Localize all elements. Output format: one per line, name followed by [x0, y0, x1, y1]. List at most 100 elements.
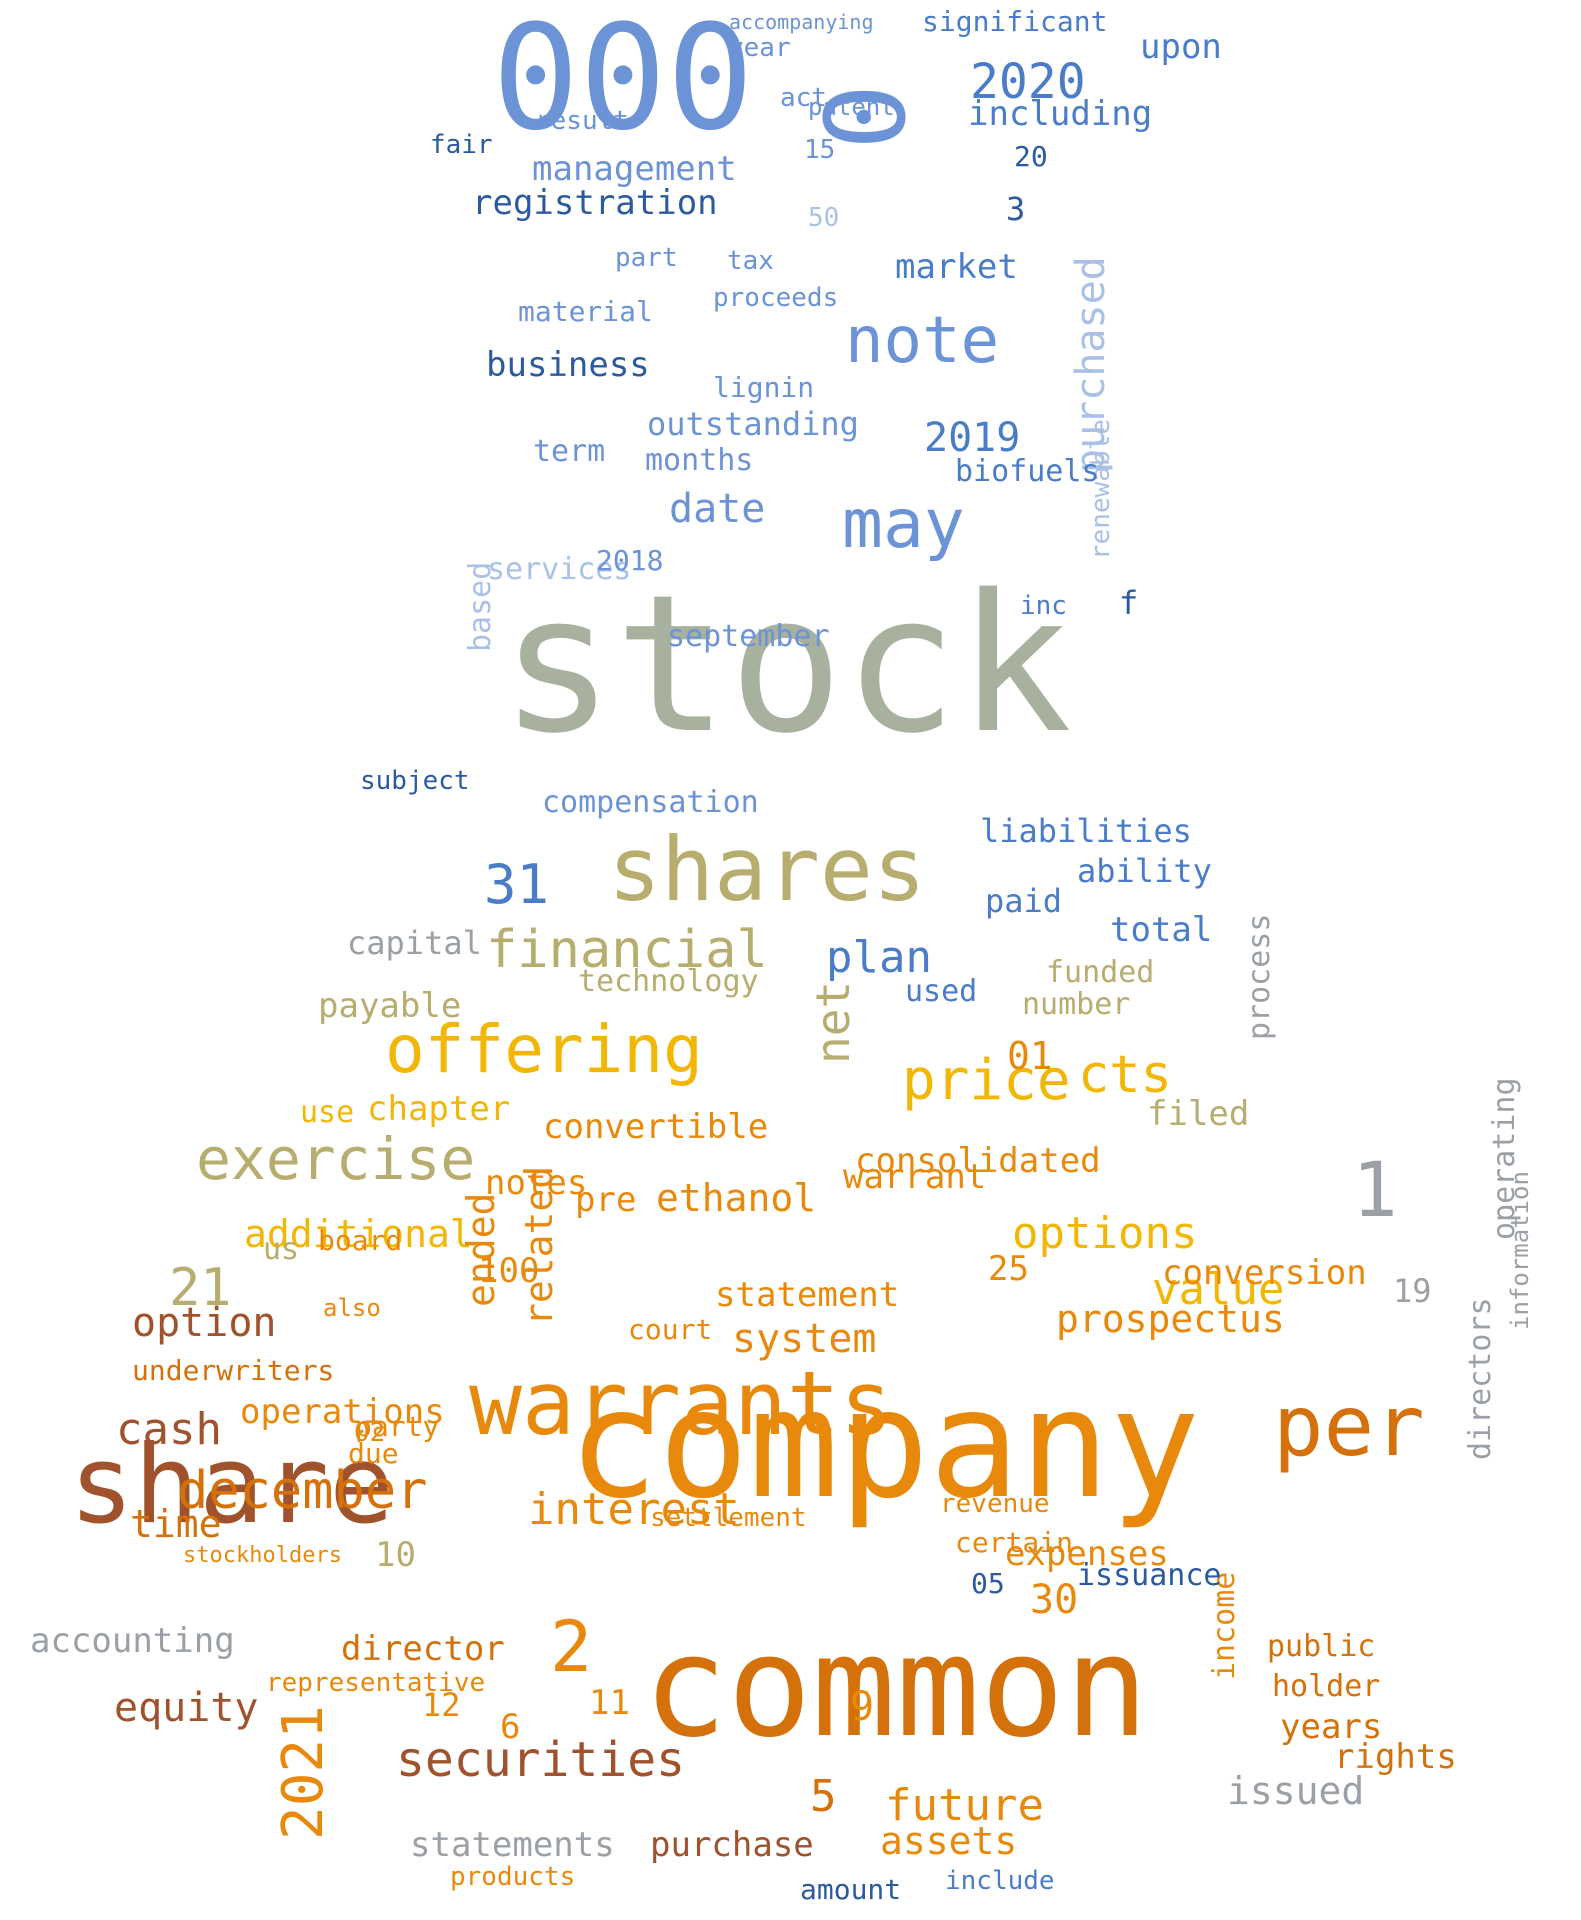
word-funded: funded [1046, 955, 1155, 990]
word-per: per [1273, 1377, 1425, 1475]
word-statement: statement [715, 1275, 900, 1315]
word-2020: 2020 [970, 54, 1086, 110]
word-accounting: accounting [30, 1621, 235, 1661]
word-plan: plan [826, 932, 932, 983]
word-fair: fair [430, 130, 493, 160]
word-offering: offering [385, 1011, 703, 1088]
word-convertible: convertible [543, 1107, 769, 1147]
word-share: share [69, 1423, 395, 1548]
word-related: related [517, 1165, 561, 1326]
word-used: used [905, 974, 978, 1009]
word-2019: 2019 [924, 415, 1021, 461]
word-outstanding: outstanding [647, 405, 859, 443]
word-board: board [318, 1224, 403, 1257]
word-prospectus: prospectus [1056, 1297, 1285, 1341]
word-biofuels: biofuels [955, 454, 1100, 489]
word-company: company [568, 1358, 1201, 1532]
word-may: may [842, 485, 965, 564]
word-interest: interest [528, 1484, 740, 1535]
word-including: including [968, 94, 1153, 134]
word-renewable: renewable [1086, 419, 1116, 560]
word-100: 100 [478, 1251, 540, 1291]
word-based: based [463, 561, 498, 652]
word-01: 01 [1007, 1034, 1053, 1078]
word-december: december [177, 1461, 428, 1521]
word-11: 11 [589, 1683, 630, 1723]
word-party: party [355, 1410, 440, 1443]
word-time: time [130, 1502, 222, 1546]
word-lignin: lignin [713, 371, 815, 404]
word-issued: issued [1227, 1769, 1365, 1813]
word-02: 02 [354, 1418, 386, 1448]
word-management: management [532, 149, 737, 189]
word-revenue: revenue [940, 1489, 1050, 1519]
word-market: market [895, 247, 1018, 287]
word-10: 10 [375, 1535, 416, 1575]
word-services: services [487, 552, 632, 587]
word-cash: cash [116, 1404, 222, 1455]
word-common: common [643, 1606, 1149, 1769]
word-total: total [1110, 910, 1213, 950]
word-amount: amount [800, 1873, 902, 1906]
word-ethanol: ethanol [656, 1176, 817, 1220]
word-price: price [902, 1048, 1071, 1113]
word-september: september [667, 619, 830, 654]
word-000: 000 [492, 0, 754, 163]
word-material: material [518, 295, 653, 328]
word-directors: directors [1463, 1297, 1498, 1460]
word-settlement: settlement [650, 1503, 807, 1533]
word-options: options [1012, 1208, 1198, 1259]
word-1: 1 [1352, 1145, 1398, 1234]
word-year: year [728, 33, 791, 63]
word-compensation: compensation [542, 785, 759, 820]
word-patent: patent [808, 93, 895, 121]
word-statements: statements [410, 1825, 615, 1865]
word-subject: subject [360, 766, 470, 796]
word-system: system [732, 1316, 877, 1362]
word-act: act [780, 83, 827, 113]
word-5: 5 [810, 1771, 837, 1822]
word-also: also [323, 1294, 381, 1322]
word-notes: notes [485, 1163, 588, 1203]
word-significant: significant [922, 5, 1108, 38]
word-12: 12 [422, 1686, 461, 1724]
word-business: business [486, 345, 650, 385]
word-warrant: warrant [843, 1157, 987, 1197]
word-financial: financial [486, 920, 768, 980]
word-inc: inc [1020, 591, 1067, 621]
word-option: option [132, 1300, 277, 1346]
word-term: term [533, 434, 606, 469]
word-6: 6 [500, 1707, 521, 1747]
word-due: due [348, 1437, 399, 1470]
word-registration: registration [472, 183, 718, 223]
word-pre: pre [575, 1180, 637, 1220]
word-liabilities: liabilities [980, 812, 1192, 850]
word-capital: capital [347, 924, 482, 962]
word-process: process [1242, 913, 1277, 1040]
word-net: net [806, 980, 860, 1064]
word-tax: tax [727, 246, 774, 276]
word-2021: 2021 [271, 1705, 336, 1840]
word-information: information [1506, 1171, 1534, 1330]
word-operations: operations [240, 1392, 445, 1432]
word-public: public [1267, 1629, 1376, 1664]
word-value: value [1152, 1264, 1285, 1315]
word-certain: certain [955, 1526, 1074, 1559]
word-filed: filed [1147, 1094, 1250, 1134]
word-issuance: issuance [1077, 1558, 1222, 1593]
word-date: date [669, 486, 766, 532]
word-upon: upon [1140, 27, 1222, 67]
word-20: 20 [1014, 140, 1048, 173]
word-court: court [628, 1313, 713, 1346]
word-include: include [945, 1866, 1055, 1896]
word-cts: cts [1078, 1045, 1172, 1105]
word-25: 25 [988, 1249, 1029, 1289]
word-f: f [1119, 584, 1139, 622]
word-accompanying: accompanying [729, 10, 874, 34]
word-chapter: chapter [367, 1089, 511, 1129]
word-stock: stock [500, 554, 1072, 775]
word-05: 05 [971, 1567, 1005, 1600]
word-exercise: exercise [196, 1125, 476, 1193]
word-underwriters: underwriters [132, 1354, 335, 1387]
